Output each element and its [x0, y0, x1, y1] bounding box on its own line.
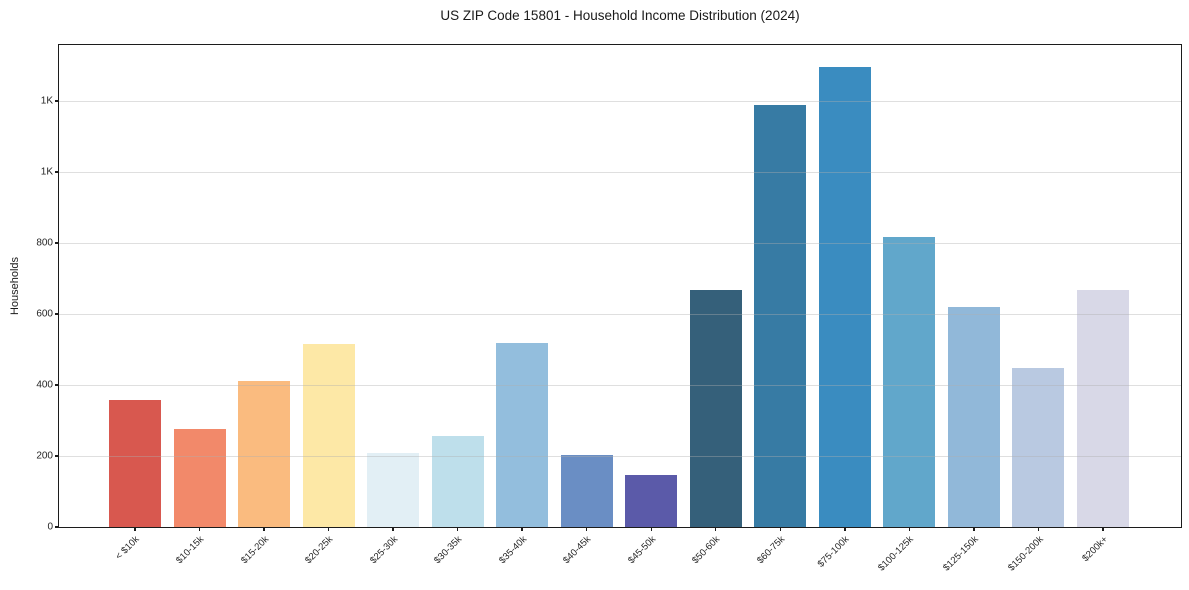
x-tick-label: $50-60k [690, 534, 723, 567]
x-tick-label: $35-40k [496, 534, 529, 567]
bar [1076, 289, 1129, 527]
x-tick-mark [521, 527, 523, 531]
x-tick-mark [327, 527, 330, 531]
grid-line [59, 242, 1181, 244]
y-tick-mark [55, 313, 59, 315]
x-tick-mark [908, 527, 911, 531]
x-tick-label: $45-50k [625, 534, 659, 567]
y-tick-mark [55, 384, 59, 386]
y-tick-label: 600 [36, 308, 53, 320]
chart-title: US ZIP Code 15801 - Household Income Dis… [440, 8, 800, 23]
x-tick-mark [134, 527, 136, 531]
bar [883, 237, 936, 527]
x-tick-mark [650, 527, 652, 531]
y-axis-label: Households [9, 256, 21, 316]
bar [367, 452, 420, 527]
y-tick-label: 800 [36, 237, 53, 249]
x-tick-label: $200k+ [1079, 534, 1110, 565]
x-tick-label: $125-150k [941, 534, 981, 574]
grid-line [59, 455, 1181, 457]
y-tick-label: 1K [40, 95, 53, 107]
bar [625, 475, 678, 527]
y-tick-label: 400 [36, 379, 53, 391]
x-tick-label: $100-125k [876, 534, 917, 574]
x-tick-mark [779, 527, 782, 531]
y-tick-mark [55, 100, 59, 102]
x-tick-mark [1037, 527, 1040, 531]
x-tick-mark [456, 527, 459, 531]
bar [754, 104, 807, 527]
bar [947, 306, 1000, 527]
x-tick-mark [392, 527, 394, 531]
x-tick-label: $150-200k [1005, 534, 1046, 574]
grid-line [59, 100, 1181, 102]
y-tick-mark [55, 455, 59, 457]
bar [560, 454, 613, 527]
x-tick-mark [715, 527, 717, 531]
bar [431, 436, 484, 527]
plot-area [58, 44, 1182, 528]
y-tick-mark [55, 171, 59, 173]
grid-line [59, 313, 1181, 315]
bar [109, 400, 161, 527]
bar [496, 343, 549, 527]
x-tick-label: $60-75k [755, 534, 788, 567]
bar [818, 67, 871, 527]
x-tick-label: $40-45k [561, 534, 594, 567]
x-tick-mark [263, 527, 265, 531]
y-tick-label: 200 [36, 450, 53, 462]
x-tick-label: $15-20k [238, 534, 271, 567]
bar [302, 344, 355, 527]
x-tick-label: $20-25k [303, 534, 336, 567]
bar [173, 429, 226, 527]
x-tick-mark [198, 527, 201, 531]
grid-line [59, 171, 1181, 173]
bar [238, 381, 291, 527]
x-tick-label: $10-15k [174, 534, 207, 567]
grid-line [59, 384, 1181, 386]
y-tick-mark [55, 242, 59, 244]
y-tick-label: 1K [40, 166, 53, 178]
x-tick-mark [586, 527, 588, 531]
bar [1012, 368, 1065, 527]
x-tick-label: $30-35k [432, 534, 465, 567]
y-tick-mark [55, 526, 59, 528]
y-tick-label: 0 [47, 521, 53, 533]
bar [689, 290, 742, 527]
x-tick-label: $25-30k [367, 534, 400, 567]
x-tick-label: $75-100k [815, 534, 852, 570]
x-tick-mark [973, 527, 975, 531]
x-tick-mark [844, 527, 846, 531]
x-tick-mark [1102, 527, 1104, 531]
x-tick-label: < $10k [113, 534, 142, 563]
